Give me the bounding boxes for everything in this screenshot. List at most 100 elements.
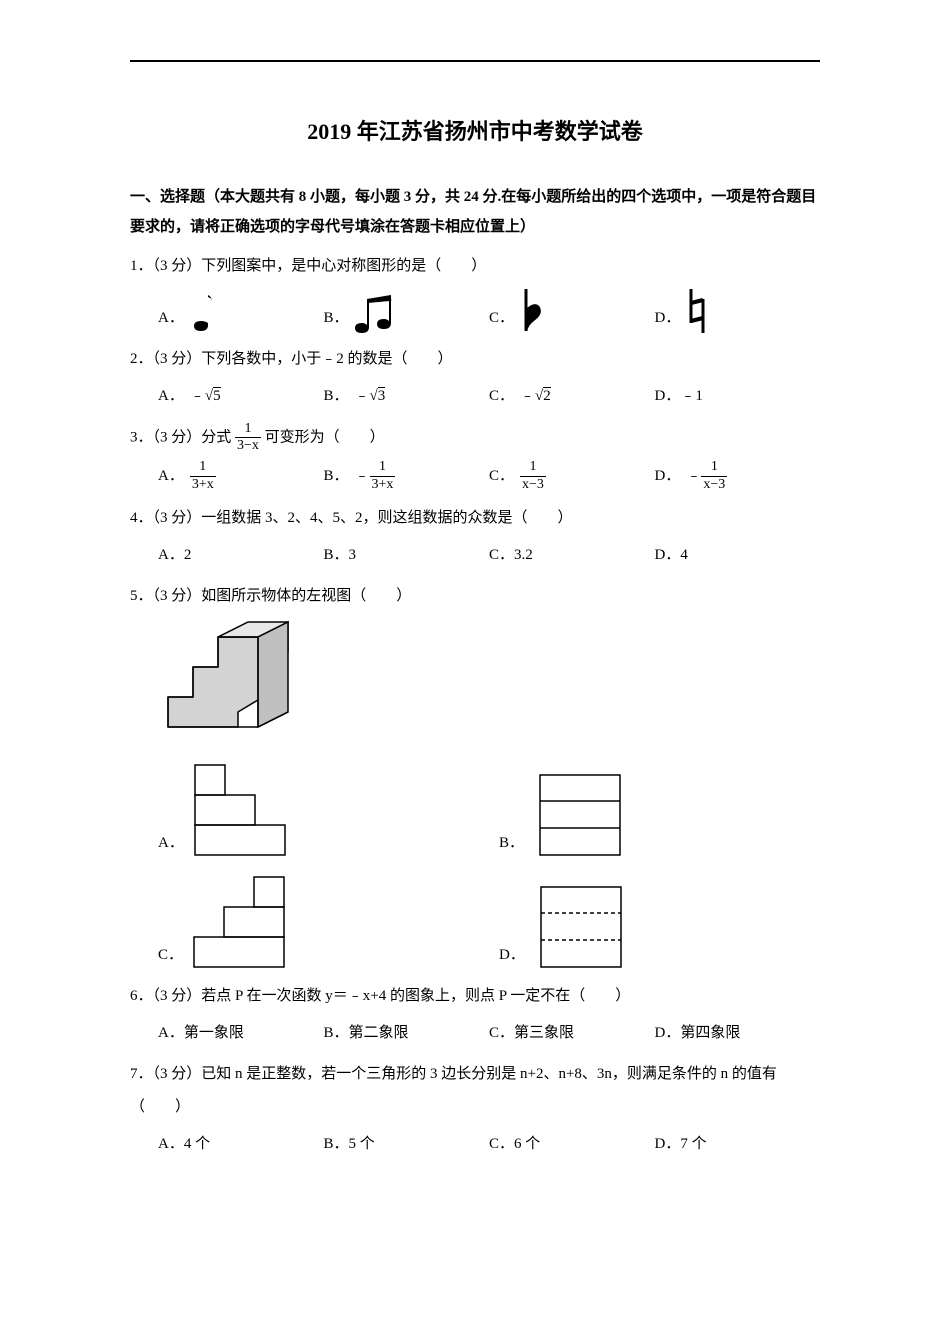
q7-options: A．4 个 B．5 个 C．6 个 D．7 个 <box>130 1128 820 1161</box>
q6-option-c: C．第三象限 <box>489 1017 655 1050</box>
q5-figure <box>130 617 820 750</box>
stair-view-a-icon <box>190 760 290 860</box>
q7-a: A．4 个 <box>158 1128 210 1161</box>
q3-prefix: 3．（3 分）分式 <box>130 429 231 445</box>
q4-options: A．2 B．3 C．3.2 D．4 <box>130 539 820 572</box>
q1-b-label: B． <box>324 302 349 335</box>
question-6: 6．（3 分）若点 P 在一次函数 y＝﹣x+4 的图象上，则点 P 一定不在（… <box>130 980 820 1050</box>
neg-sign: ﹣ <box>355 460 370 493</box>
q4-b: B．3 <box>324 539 357 572</box>
flat-icon <box>520 287 544 335</box>
q7-d: D．7 个 <box>655 1128 707 1161</box>
q3-text: 3．（3 分）分式 1 3−x 可变形为（ ） <box>130 421 820 456</box>
q7-option-b: B．5 个 <box>324 1128 490 1161</box>
q3-b-frac: 1 3+x <box>370 459 396 494</box>
q6-options: A．第一象限 B．第二象限 C．第三象限 D．第四象限 <box>130 1017 820 1050</box>
music-note-double-icon <box>355 291 399 335</box>
q1-c-label: C． <box>489 302 514 335</box>
q5-option-c: C． <box>158 872 479 972</box>
q3-option-c: C． 1 x−3 <box>489 459 655 494</box>
q3-d-frac: 1 x−3 <box>701 459 727 494</box>
header-rule <box>130 60 820 62</box>
q3-options: A． 1 3+x B． ﹣ 1 3+x C． 1 x−3 D． ﹣ 1 <box>130 459 820 494</box>
q3-suffix: 可变形为（ ） <box>265 429 385 445</box>
q5-option-a: A． <box>158 760 479 860</box>
q5-text: 5．（3 分）如图所示物体的左视图（ ） <box>130 580 820 613</box>
q2-option-b: B． ﹣√3 <box>324 380 490 413</box>
q3-c-frac: 1 x−3 <box>520 459 546 494</box>
q4-c: C．3.2 <box>489 539 533 572</box>
q2-a-label: A． <box>158 380 184 413</box>
q5-d-label: D． <box>499 939 525 972</box>
q2-b-value: ﹣√3 <box>355 380 386 413</box>
stair-3d-icon <box>158 617 298 737</box>
q4-text: 4．（3 分）一组数据 3、2、4、5、2，则这组数据的众数是（ ） <box>130 502 820 535</box>
page-title: 2019 年江苏省扬州市中考数学试卷 <box>130 112 820 152</box>
q6-d: D．第四象限 <box>655 1017 741 1050</box>
q2-b-label: B． <box>324 380 349 413</box>
stair-view-b-icon <box>530 770 630 860</box>
q2-c-label: C． <box>489 380 514 413</box>
stair-view-d-icon <box>531 882 631 972</box>
question-4: 4．（3 分）一组数据 3、2、4、5、2，则这组数据的众数是（ ） A．2 B… <box>130 502 820 572</box>
q6-b: B．第二象限 <box>324 1017 409 1050</box>
q2-option-c: C． ﹣√2 <box>489 380 655 413</box>
q2-options: A． ﹣√5 B． ﹣√3 C． ﹣√2 D．﹣1 <box>130 380 820 413</box>
q2-option-a: A． ﹣√5 <box>158 380 324 413</box>
q3-option-a: A． 1 3+x <box>158 459 324 494</box>
q2-option-d: D．﹣1 <box>655 380 821 413</box>
q1-options: A． B． C． D． <box>130 287 820 335</box>
stair-view-c-icon <box>189 872 289 972</box>
q4-option-b: B．3 <box>324 539 490 572</box>
q1-d-label: D． <box>655 302 681 335</box>
q3-c-label: C． <box>489 460 514 493</box>
q7-b: B．5 个 <box>324 1128 375 1161</box>
q7-option-d: D．7 个 <box>655 1128 821 1161</box>
q7-c: C．6 个 <box>489 1128 540 1161</box>
q3-b-label: B． <box>324 460 349 493</box>
q4-d: D．4 <box>655 539 688 572</box>
q2-d-label: D．﹣1 <box>655 380 703 413</box>
natural-icon <box>686 287 708 335</box>
q1-option-b: B． <box>324 287 490 335</box>
q7-option-c: C．6 个 <box>489 1128 655 1161</box>
q5-option-b: B． <box>499 760 820 860</box>
q3-a-label: A． <box>158 460 184 493</box>
q7-text: 7．（3 分）已知 n 是正整数，若一个三角形的 3 边长分别是 n+2、n+8… <box>130 1058 820 1124</box>
q4-option-a: A．2 <box>158 539 324 572</box>
q6-option-b: B．第二象限 <box>324 1017 490 1050</box>
q3-d-label: D． <box>655 460 681 493</box>
q2-text: 2．（3 分）下列各数中，小于﹣2 的数是（ ） <box>130 343 820 376</box>
question-1: 1．（3 分）下列图案中，是中心对称图形的是（ ） A． B． C． D． <box>130 250 820 335</box>
q4-option-d: D．4 <box>655 539 821 572</box>
q1-option-d: D． <box>655 287 821 335</box>
q3-frac: 1 3−x <box>235 421 261 456</box>
q3-option-b: B． ﹣ 1 3+x <box>324 459 490 494</box>
section-header: 一、选择题（本大题共有 8 小题，每小题 3 分，共 24 分.在每小题所给出的… <box>130 182 820 242</box>
neg-sign: ﹣ <box>686 460 701 493</box>
q3-a-frac: 1 3+x <box>190 459 216 494</box>
q1-a-label: A． <box>158 302 184 335</box>
music-note-single-icon <box>190 291 218 335</box>
q2-a-value: ﹣√5 <box>190 380 221 413</box>
question-7: 7．（3 分）已知 n 是正整数，若一个三角形的 3 边长分别是 n+2、n+8… <box>130 1058 820 1161</box>
q3-option-d: D． ﹣ 1 x−3 <box>655 459 821 494</box>
q1-option-a: A． <box>158 287 324 335</box>
question-5: 5．（3 分）如图所示物体的左视图（ ） A． B． <box>130 580 820 972</box>
q7-option-a: A．4 个 <box>158 1128 324 1161</box>
q6-text: 6．（3 分）若点 P 在一次函数 y＝﹣x+4 的图象上，则点 P 一定不在（… <box>130 980 820 1013</box>
q6-c: C．第三象限 <box>489 1017 574 1050</box>
q5-b-label: B． <box>499 827 524 860</box>
question-2: 2．（3 分）下列各数中，小于﹣2 的数是（ ） A． ﹣√5 B． ﹣√3 C… <box>130 343 820 413</box>
q1-text: 1．（3 分）下列图案中，是中心对称图形的是（ ） <box>130 250 820 283</box>
q5-a-label: A． <box>158 827 184 860</box>
q4-a: A．2 <box>158 539 191 572</box>
q5-option-d: D． <box>499 872 820 972</box>
q2-c-value: ﹣√2 <box>520 380 551 413</box>
q6-option-d: D．第四象限 <box>655 1017 821 1050</box>
q1-option-c: C． <box>489 287 655 335</box>
q5-c-label: C． <box>158 939 183 972</box>
question-3: 3．（3 分）分式 1 3−x 可变形为（ ） A． 1 3+x B． ﹣ 1 … <box>130 421 820 494</box>
q6-option-a: A．第一象限 <box>158 1017 324 1050</box>
q6-a: A．第一象限 <box>158 1017 244 1050</box>
